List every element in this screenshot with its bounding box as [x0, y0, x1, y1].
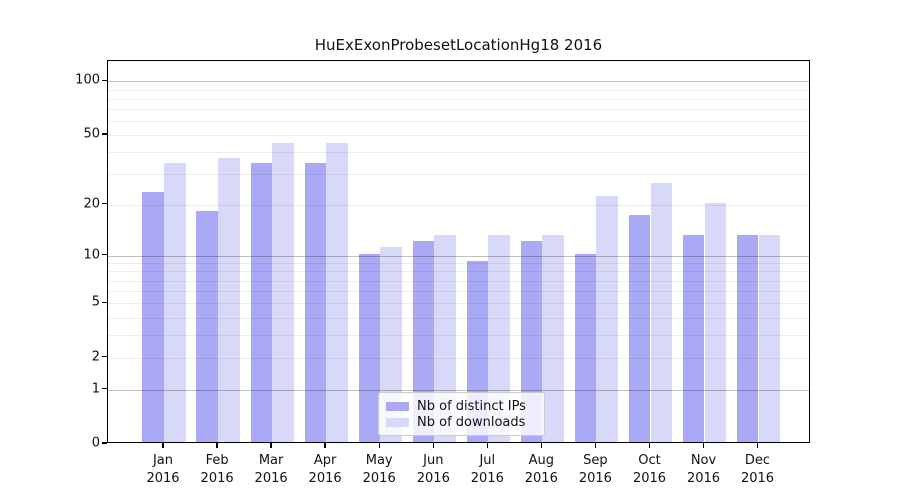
bar-downloads-jun: [434, 234, 456, 442]
bar-downloads-dec: [758, 234, 781, 442]
y-tick-mark-2: [102, 356, 107, 358]
bar-downloads-mar: [272, 142, 294, 442]
y-tick-label-1: 1: [91, 381, 100, 396]
y-tick-label-50: 50: [83, 126, 100, 142]
y-tick-mark-5: [102, 301, 107, 303]
gridline-major-100: [108, 81, 809, 83]
x-tick-mark-mar: [270, 443, 272, 448]
x-tick-mark-sep: [594, 443, 597, 448]
x-tick-label-feb: Feb 2016: [200, 453, 234, 486]
x-tick-mark-aug: [540, 443, 542, 448]
bar-downloads-feb: [218, 158, 240, 442]
bar-ips-feb: [196, 210, 218, 442]
bar-ips-dec: [736, 234, 759, 442]
bar-ips-apr: [304, 162, 327, 442]
x-tick-label-jan: Jan 2016: [146, 453, 180, 486]
bar-downloads-aug: [542, 234, 564, 442]
x-tick-mark-may: [378, 443, 380, 448]
y-tick-mark-20: [102, 203, 107, 205]
legend-item-distinct-ips: Nb of distinct IPs: [386, 398, 536, 414]
plot-area: [107, 60, 810, 443]
y-tick-mark-50: [102, 133, 107, 135]
y-tick-label-5: 5: [91, 294, 100, 310]
gridline-minor-60: [108, 121, 809, 122]
bar-downloads-apr: [326, 142, 348, 442]
x-tick-mark-jun: [432, 443, 434, 448]
bar-ips-aug: [520, 240, 543, 442]
legend-label-distinct-ips: Nb of distinct IPs: [417, 398, 526, 414]
bar-downloads-jan: [164, 162, 186, 442]
x-tick-mark-dec: [756, 443, 759, 448]
legend-item-downloads: Nb of downloads: [386, 414, 536, 430]
x-tick-label-may: May 2016: [362, 453, 396, 486]
x-tick-label-jul: Jul 2016: [470, 453, 504, 486]
legend-swatch-downloads: [386, 417, 409, 427]
x-tick-label-apr: Apr 2016: [308, 453, 342, 486]
y-tick-mark-10: [102, 253, 107, 256]
legend: Nb of distinct IPs Nb of downloads: [378, 392, 545, 436]
bar-downloads-jul: [488, 234, 510, 442]
y-tick-label-2: 2: [91, 349, 100, 365]
legend-swatch-distinct-ips: [386, 401, 409, 411]
x-tick-label-aug: Aug 2016: [524, 453, 558, 486]
y-tick-mark-1: [102, 387, 107, 390]
x-tick-mark-nov: [702, 443, 705, 448]
x-tick-mark-jan: [162, 443, 164, 448]
bar-ips-jan: [142, 192, 164, 442]
bar-ips-may: [358, 253, 381, 442]
y-tick-label-20: 20: [83, 196, 100, 212]
x-tick-mark-jul: [486, 443, 488, 448]
gridline-minor-70: [108, 109, 809, 111]
x-tick-label-nov: Nov 2016: [686, 453, 721, 486]
x-tick-label-mar: Mar 2016: [254, 453, 288, 486]
y-tick-mark-0: [102, 442, 107, 444]
bar-ips-mar: [250, 162, 273, 442]
gridline-minor-30: [108, 174, 809, 176]
gridline-minor-40: [108, 152, 809, 154]
x-tick-label-sep: Sep 2016: [578, 453, 612, 486]
bar-downloads-oct: [650, 183, 673, 442]
y-tick-label-0: 0: [91, 435, 100, 451]
y-tick-mark-100: [102, 79, 107, 82]
x-tick-label-dec: Dec 2016: [740, 453, 775, 486]
chart-title: HuExExonProbesetLocationHg18 2016: [314, 36, 603, 54]
x-tick-mark-oct: [648, 443, 651, 448]
bar-ips-sep: [574, 253, 597, 442]
y-tick-label-100: 100: [75, 72, 100, 88]
bar-ips-oct: [628, 214, 651, 442]
legend-label-downloads: Nb of downloads: [417, 414, 526, 430]
bar-downloads-nov: [704, 202, 727, 442]
bar-ips-nov: [682, 234, 705, 442]
x-tick-label-jun: Jun 2016: [416, 453, 450, 486]
x-tick-mark-feb: [216, 443, 218, 448]
gridline-minor-80: [108, 98, 809, 100]
bar-downloads-sep: [596, 195, 618, 442]
x-tick-label-oct: Oct 2016: [632, 453, 667, 486]
gridline-minor-90: [108, 89, 809, 91]
y-tick-label-10: 10: [83, 247, 100, 263]
gridline-minor-50: [108, 135, 809, 137]
bar-ips-jun: [412, 240, 435, 442]
x-tick-mark-apr: [324, 443, 326, 448]
